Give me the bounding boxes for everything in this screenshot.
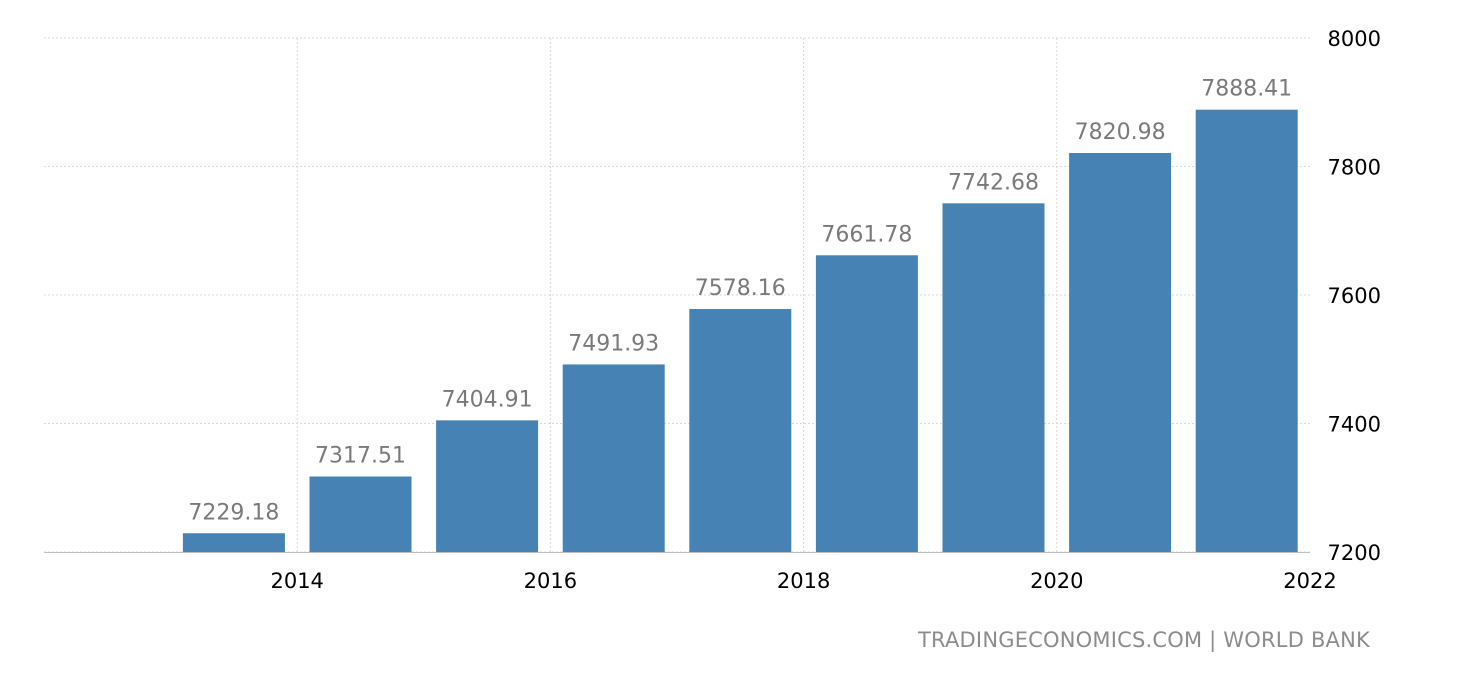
y-tick-label: 7400	[1328, 413, 1381, 437]
y-tick-label: 7800	[1328, 156, 1381, 180]
bar-value-label: 7491.93	[568, 331, 659, 356]
bar-value-label: 7661.78	[821, 222, 912, 247]
bar-value-label: 7578.16	[695, 276, 786, 301]
bar	[309, 476, 412, 552]
bar	[689, 309, 792, 552]
bar-value-label: 7742.68	[948, 170, 1039, 195]
bar-value-label: 7888.41	[1201, 77, 1292, 102]
bar	[942, 203, 1045, 552]
bar-value-label: 7820.98	[1075, 120, 1166, 145]
x-tick-label: 2014	[270, 569, 323, 593]
y-tick-label: 7200	[1328, 541, 1381, 565]
bar	[562, 364, 665, 552]
x-tick-label: 2020	[1030, 569, 1083, 593]
y-tick-label: 7600	[1328, 284, 1381, 308]
bar	[1195, 109, 1298, 553]
bar	[436, 420, 539, 552]
x-tick-label: 2018	[777, 569, 830, 593]
y-tick-label: 8000	[1328, 27, 1381, 51]
source-attribution: TRADINGECONOMICS.COM | WORLD BANK	[918, 628, 1370, 652]
bar-value-label: 7404.91	[442, 387, 533, 412]
x-tick-label: 2016	[524, 569, 577, 593]
bar	[1069, 153, 1172, 552]
bar	[815, 255, 918, 553]
x-tick-label: 2022	[1283, 569, 1336, 593]
bar	[182, 533, 285, 552]
bar-value-label: 7229.18	[188, 500, 279, 525]
bar-value-label: 7317.51	[315, 443, 406, 468]
